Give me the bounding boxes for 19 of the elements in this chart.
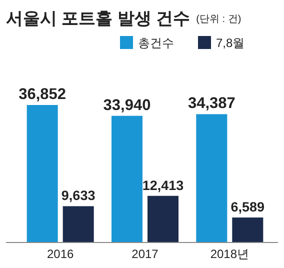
data-label: 34,387: [188, 95, 236, 112]
chart-subtitle: (단위 : 건): [196, 14, 242, 25]
legend-label: 7,8월: [216, 36, 245, 50]
legend-label: 총건수: [138, 36, 174, 50]
chart-title: 서울시 포트홀 발생 건수: [6, 9, 190, 28]
data-label: 33,940: [103, 96, 151, 114]
bar: [112, 116, 142, 242]
x-tick-label: 2018년: [210, 247, 250, 261]
bar: [232, 218, 264, 242]
data-label: 6,589: [230, 200, 265, 215]
bar: [196, 114, 228, 242]
bar: [26, 105, 58, 242]
data-label: 9,633: [61, 188, 96, 204]
bar: [62, 206, 94, 242]
x-tick-label: 2017: [132, 247, 159, 261]
data-label: 36,852: [18, 86, 66, 103]
bar: [148, 196, 178, 242]
data-label: 12,413: [142, 178, 184, 193]
x-tick-label: 2016: [46, 247, 74, 261]
